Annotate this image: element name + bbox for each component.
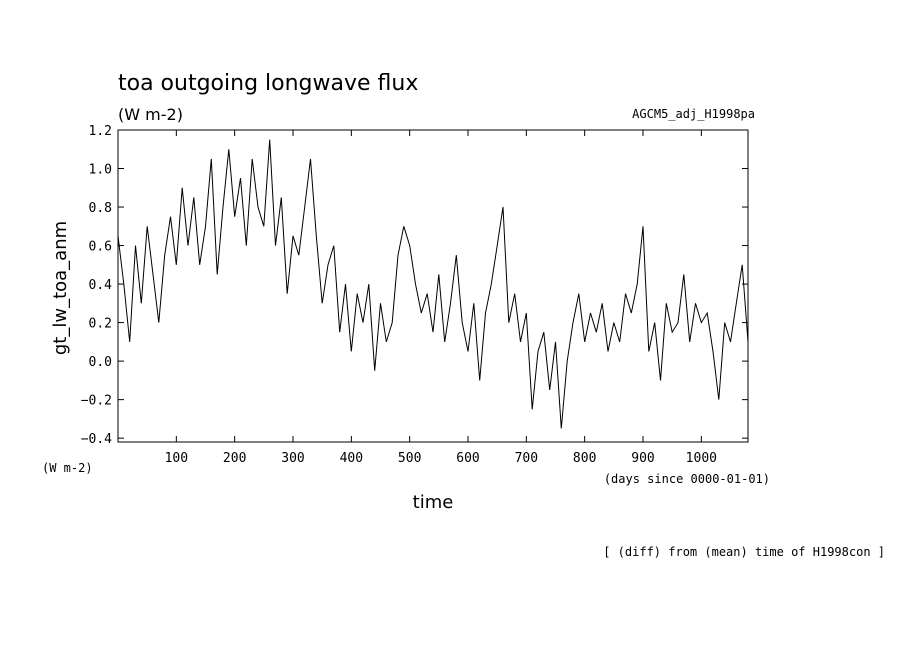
x-tick-label: 1000	[686, 451, 717, 466]
y-tick-label: 0.8	[89, 201, 112, 216]
y-tick-label: 0.0	[89, 355, 112, 370]
diff-note: [ (diff) from (mean) time of H1998con ]	[603, 545, 885, 559]
x-tick-label: 700	[515, 451, 538, 466]
y-axis-ticks: −0.4 −0.2 0.0 0.2 0.4 0.6 0.8 1.0 1.2	[81, 124, 748, 447]
y-tick-label: −0.2	[81, 394, 112, 409]
y-tick-label: 1.0	[89, 163, 112, 178]
chart-units: (W m-2)	[118, 105, 183, 124]
y-tick-label: 0.6	[89, 240, 112, 255]
y-tick-label: 0.4	[89, 278, 113, 293]
x-tick-label: 600	[456, 451, 479, 466]
y-tick-label: 0.2	[89, 317, 112, 332]
x-tick-label: 800	[573, 451, 596, 466]
series-line	[117, 139, 749, 429]
y-tick-label: 1.2	[89, 124, 112, 139]
y-axis-units: (W m-2)	[42, 461, 93, 475]
x-tick-label: 300	[281, 451, 304, 466]
x-axis-title: time	[413, 492, 454, 513]
x-tick-label: 900	[631, 451, 654, 466]
plot-frame	[117, 129, 749, 443]
y-axis-title: gt_lw_toa_anm	[50, 221, 71, 355]
y-tick-label: −0.4	[81, 432, 112, 447]
x-tick-label: 100	[165, 451, 188, 466]
chart-title: toa outgoing longwave flux	[118, 71, 418, 96]
x-axis-units: (days since 0000-01-01)	[604, 472, 770, 486]
experiment-label: AGCM5_adj_H1998pa	[632, 107, 755, 121]
x-tick-label: 400	[340, 451, 363, 466]
x-tick-label: 500	[398, 451, 421, 466]
x-axis-ticks: 100 200 300 400 500 600 700 800 900 1000	[165, 130, 717, 466]
x-tick-label: 200	[223, 451, 246, 466]
